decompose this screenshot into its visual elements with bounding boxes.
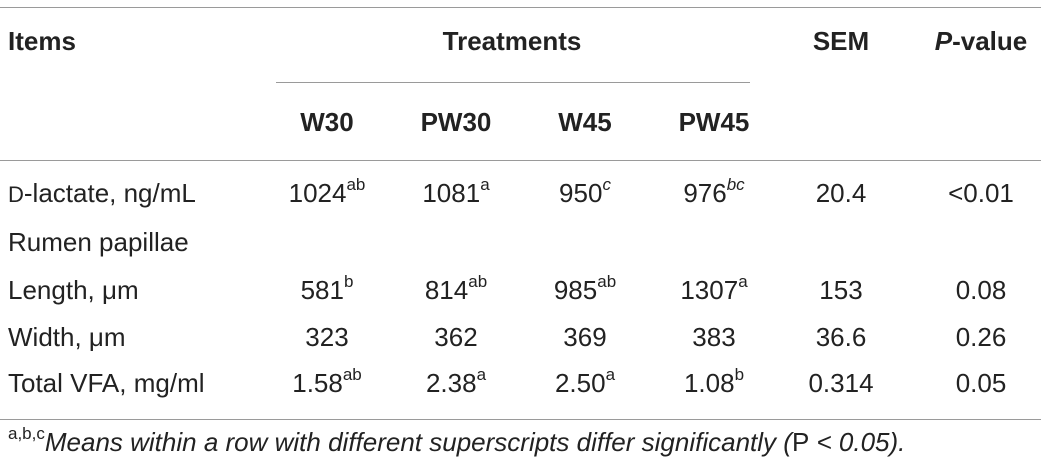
table-cell: 383 (692, 322, 736, 352)
footnote-text: Means within a row with different supers… (44, 427, 792, 457)
cell-value: 814 (424, 275, 469, 305)
cell-value: 1024 (288, 178, 347, 208)
header-sem: SEM (812, 26, 870, 56)
cell-superscript: a (605, 365, 616, 385)
cell-value: 581 (300, 275, 344, 305)
footnote-marks: a,b,c (8, 424, 45, 444)
header-group-w30: W30 (300, 107, 354, 137)
row-label-d-lactate: D-lactate, ng/mL (8, 178, 196, 210)
header-treatments: Treatments (442, 26, 582, 56)
header-bottom-rule (0, 160, 1041, 161)
cell-superscript: b (343, 272, 354, 292)
header-items: Items (8, 26, 76, 56)
cell-value: 985 (553, 275, 598, 305)
treatments-span-rule (276, 82, 750, 83)
table-cell: 814ab (424, 272, 488, 305)
sem-value: 36.6 (815, 322, 867, 352)
d-prefix: D (8, 182, 24, 207)
table-cell: 1.58ab (292, 365, 362, 398)
row-label-total-vfa: Total VFA, mg/ml (8, 368, 205, 398)
cell-value: 1.08 (683, 368, 735, 398)
cell-superscript: a (738, 272, 748, 292)
table-cell: 1081a (422, 175, 490, 208)
cell-superscript: bc (726, 175, 745, 195)
sem-value: 20.4 (815, 178, 867, 208)
cell-superscript: b (734, 365, 745, 385)
cell-value: 1.58 (292, 368, 343, 398)
table-cell: 2.38a (425, 365, 487, 398)
footnote-threshold: < 0.05 (809, 427, 890, 457)
table-cell: 1024ab (288, 175, 366, 208)
header-pvalue-rest: -value (952, 26, 1028, 56)
table-cell: 985ab (553, 272, 617, 305)
p-value: <0.01 (948, 178, 1014, 208)
cell-superscript: c (602, 175, 611, 195)
row-label-length: Length, μm (8, 275, 139, 305)
table-cell: 2.50a (554, 365, 616, 398)
row-label-width: Width, μm (8, 322, 126, 352)
table-cell: 1307a (680, 272, 748, 305)
table-cell: 950c (559, 175, 611, 208)
table-top-rule (0, 7, 1041, 8)
cell-superscript: a (476, 365, 487, 385)
row-label-rumen-papillae: Rumen papillae (8, 227, 189, 257)
sem-value: 153 (819, 275, 863, 305)
cell-value: 2.50 (554, 368, 606, 398)
cell-superscript: ab (468, 272, 488, 292)
table-cell: 581b (300, 272, 354, 305)
cell-value: 950 (559, 178, 603, 208)
cell-superscript: ab (342, 365, 362, 385)
header-pvalue-p: P (934, 26, 953, 56)
header-group-pw30: PW30 (420, 107, 492, 137)
table-cell: 976bc (683, 175, 745, 208)
header-pvalue: P-value (935, 26, 1028, 56)
cell-superscript: a (480, 175, 490, 195)
header-group-pw45: PW45 (678, 107, 750, 137)
header-group-w45: W45 (558, 107, 612, 137)
cell-value: 976 (683, 178, 727, 208)
cell-value: 1307 (680, 275, 739, 305)
cell-value: 1081 (422, 178, 481, 208)
footnote-close: ). (889, 427, 906, 457)
table-footnote: a,b,cMeans within a row with different s… (8, 424, 906, 457)
table-cell: 362 (434, 322, 478, 352)
p-value: 0.08 (955, 275, 1007, 305)
table-cell: 1.08b (683, 365, 745, 398)
p-value: 0.26 (955, 322, 1007, 352)
table-bottom-rule (0, 419, 1041, 420)
table-cell: 369 (563, 322, 607, 352)
p-value: 0.05 (955, 368, 1007, 398)
d-lactate-label-rest: -lactate, ng/mL (23, 178, 196, 208)
cell-superscript: ab (346, 175, 366, 195)
cell-value: 2.38 (425, 368, 477, 398)
sem-value: 0.314 (808, 368, 874, 398)
cell-superscript: ab (597, 272, 617, 292)
footnote-p-symbol: P (791, 427, 810, 457)
table-cell: 323 (305, 322, 349, 352)
